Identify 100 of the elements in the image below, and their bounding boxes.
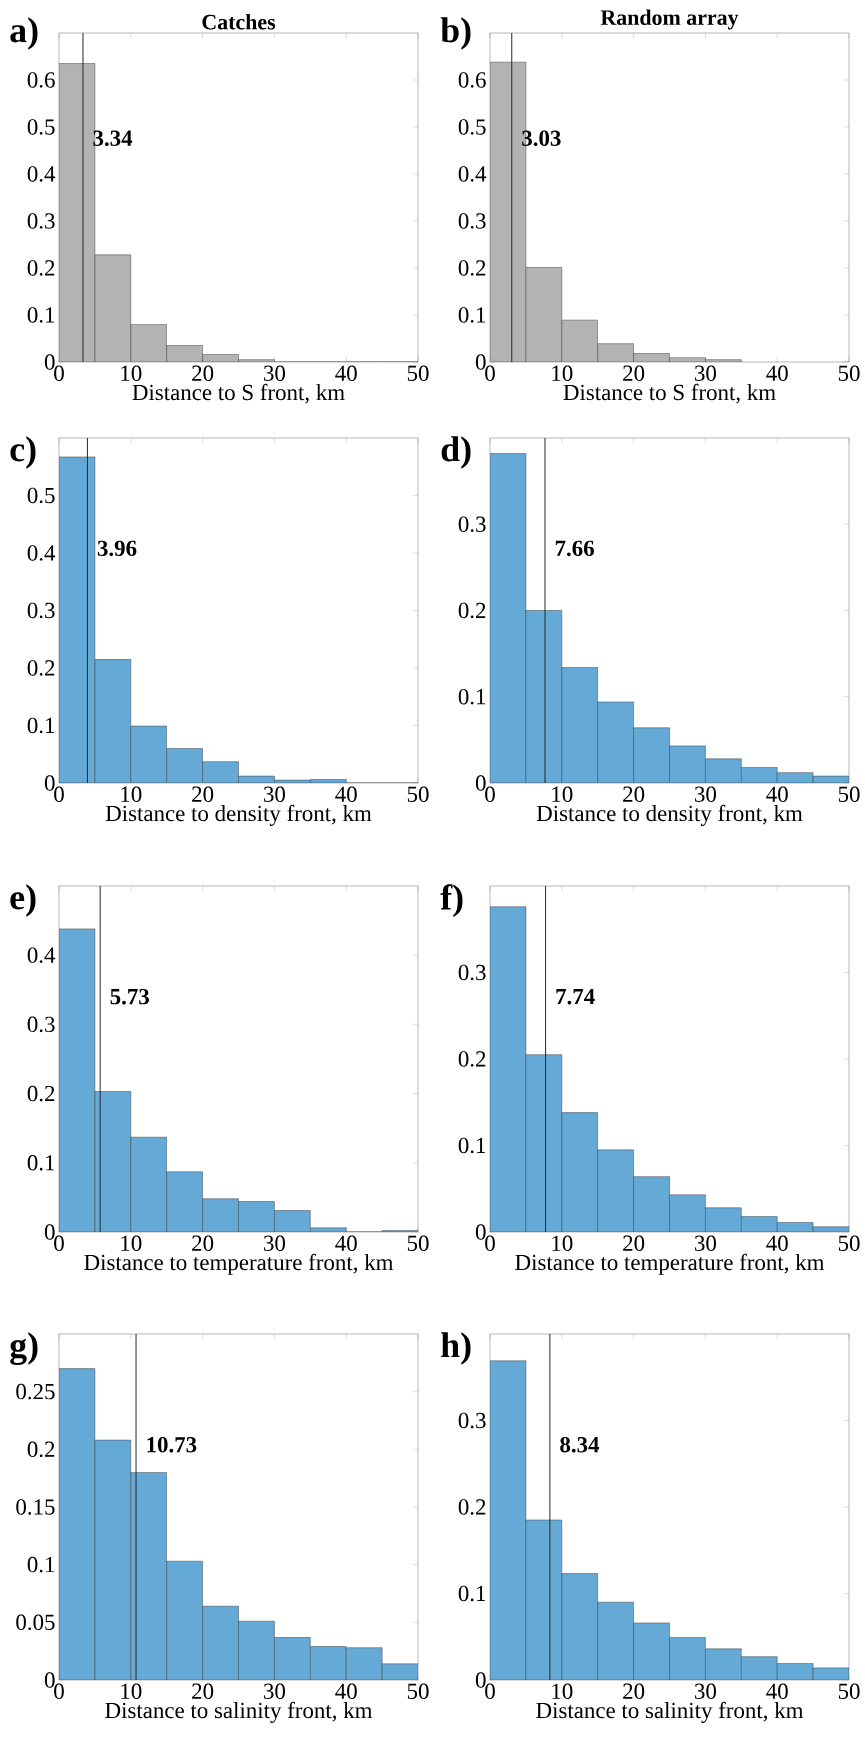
y-tick-label: 0.3: [458, 964, 486, 981]
y-tick-label: 0.4: [27, 545, 56, 561]
y-tick-label: 0.4: [27, 166, 56, 182]
x-tick-label: 30: [695, 786, 716, 802]
x-tick-label: 50: [407, 786, 429, 802]
text: e): [10, 884, 36, 917]
x-axis-title: Distance to S front, km: [132, 383, 345, 404]
x-tick-label: 40: [766, 365, 788, 381]
y-tick-label: 0: [44, 1672, 55, 1688]
x-tick-label: 20: [192, 1683, 214, 1699]
ref-line-label: 7.66: [555, 540, 594, 557]
y-tick-label: 0: [475, 1672, 486, 1688]
text: f): [440, 884, 463, 918]
x-tick-label: 10: [552, 1235, 573, 1251]
y-tick-label: 0.1: [27, 717, 55, 734]
x-tick-label: 40: [335, 365, 357, 381]
x-tick-label: 20: [623, 786, 645, 802]
y-tick-label: 0.1: [27, 307, 55, 323]
y-tick-label: 0.2: [27, 660, 55, 676]
text: g): [10, 1332, 38, 1365]
y-tick-label: 0.3: [458, 516, 486, 533]
text: h): [441, 1332, 471, 1365]
text: b): [440, 17, 471, 50]
x-tick-label: 30: [695, 1683, 716, 1699]
ref-line-label: 5.73: [110, 988, 149, 1005]
ref-line-label: 3.96: [97, 540, 137, 557]
x-tick-label: 20: [192, 365, 214, 381]
x-tick-label: 10: [552, 1683, 573, 1699]
y-tick-label: 0.1: [458, 1137, 486, 1154]
y-tick-label: 0.5: [27, 119, 55, 135]
y-tick-label: 0.3: [27, 1016, 55, 1033]
y-tick-label: 0.2: [458, 260, 486, 276]
chart-title: Random array: [600, 9, 739, 30]
y-tick-label: 0.4: [27, 947, 56, 963]
x-tick-label: 40: [766, 1235, 788, 1251]
x-tick-label: 50: [407, 1235, 429, 1251]
x-tick-label: 30: [695, 1235, 716, 1251]
y-tick-label: 0.2: [458, 1051, 486, 1067]
x-tick-label: 30: [264, 1235, 285, 1251]
x-tick-label: 50: [838, 1683, 860, 1699]
y-tick-label: 0.2: [458, 1499, 486, 1515]
x-tick-label: 20: [623, 1235, 645, 1251]
y-tick-label: 0.25: [16, 1383, 55, 1400]
x-tick-label: 30: [695, 365, 716, 381]
x-tick-label: 40: [335, 786, 357, 802]
y-tick-label: 0.3: [458, 1412, 486, 1429]
x-axis-title: Distance to S front, km: [563, 383, 776, 404]
y-tick-label: 0.5: [458, 119, 486, 135]
x-tick-label: 50: [407, 1683, 429, 1699]
x-tick-label: 40: [335, 1683, 357, 1699]
x-tick-label: 30: [264, 365, 285, 381]
y-tick-label: 0.2: [27, 1085, 55, 1102]
x-tick-label: 50: [407, 365, 429, 381]
ref-line-label: 8.34: [560, 1436, 600, 1453]
y-tick-label: 0: [475, 1224, 486, 1240]
y-tick-label: 0: [475, 354, 486, 370]
text: d): [441, 436, 471, 469]
x-tick-label: 10: [552, 786, 573, 802]
y-tick-label: 0.3: [27, 213, 55, 229]
y-tick-label: 0: [475, 775, 486, 791]
y-tick-label: 0: [44, 354, 55, 370]
ref-line-label: 10.73: [147, 1436, 197, 1453]
x-tick-label: 20: [192, 1235, 214, 1251]
x-tick-label: 10: [121, 365, 142, 381]
x-tick-label: 40: [335, 1235, 357, 1251]
x-tick-label: 50: [838, 1235, 860, 1251]
ref-line-label: 3.34: [93, 130, 133, 147]
x-tick-label: 10: [121, 1235, 142, 1251]
x-tick-label: 40: [766, 1683, 788, 1699]
x-tick-label: 50: [838, 365, 860, 381]
y-tick-label: 0.5: [27, 487, 55, 504]
x-tick-label: 20: [623, 365, 645, 381]
chart-title: Catches: [202, 14, 276, 30]
text: c): [10, 436, 36, 469]
y-tick-label: 0.1: [27, 1556, 55, 1573]
y-tick-label: 0.2: [27, 260, 55, 276]
x-axis-title: Distance to salinity front, km: [105, 1701, 373, 1723]
x-tick-label: 10: [552, 365, 573, 381]
x-axis-title: Distance to density front, km: [105, 804, 372, 826]
y-tick-label: 0: [44, 775, 55, 791]
y-tick-label: 0.15: [16, 1499, 55, 1515]
y-tick-label: 0: [44, 1224, 55, 1240]
x-tick-label: 50: [838, 786, 860, 802]
y-tick-label: 0.3: [27, 602, 55, 619]
x-tick-label: 10: [121, 1683, 142, 1699]
y-tick-label: 0.3: [458, 213, 486, 229]
x-axis-title: Distance to temperature front, km: [515, 1253, 825, 1275]
y-tick-label: 0.2: [27, 1441, 55, 1458]
x-tick-label: 20: [623, 1683, 645, 1699]
ref-line-label: 3.03: [522, 130, 561, 147]
x-axis-title: Distance to density front, km: [536, 804, 803, 826]
y-tick-label: 0.4: [458, 166, 487, 182]
y-tick-label: 0.6: [27, 72, 55, 88]
x-tick-label: 30: [264, 786, 285, 802]
x-tick-label: 30: [264, 1683, 285, 1699]
y-tick-label: 0.1: [458, 688, 486, 705]
text: a): [10, 17, 38, 50]
x-tick-label: 20: [192, 786, 214, 802]
y-tick-label: 0.1: [458, 1585, 486, 1602]
y-tick-label: 0.2: [458, 602, 486, 619]
